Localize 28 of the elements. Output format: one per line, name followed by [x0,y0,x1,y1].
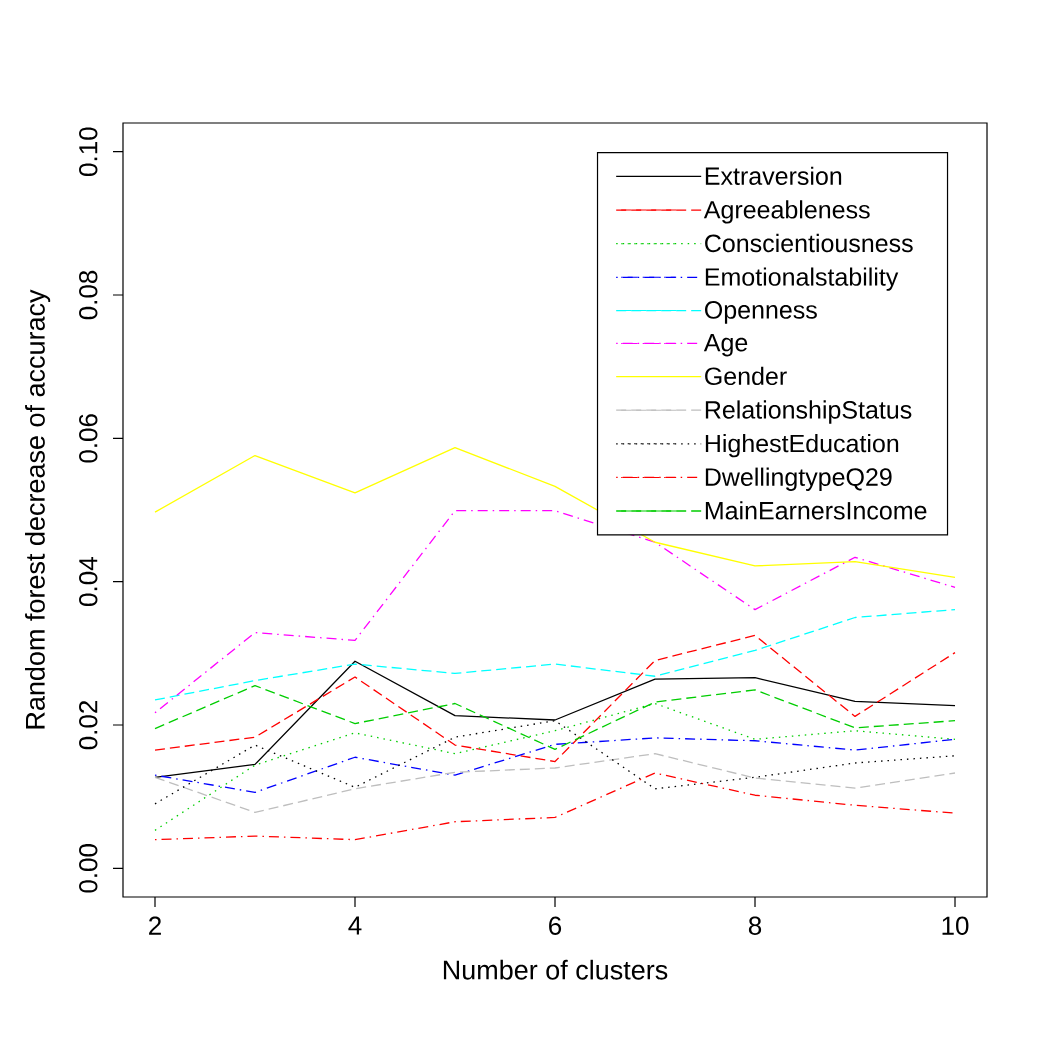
legend-label: Openness [705,301,817,324]
x-tick-label: 2 [149,916,161,935]
y-tick-label: 0.08 [79,270,98,320]
x-tick-label: 6 [549,916,562,935]
legend-label: Conscientiousness [705,233,913,253]
y-tick-label: 0.04 [79,557,98,606]
x-tick-label: 8 [748,916,762,935]
y-tick-label: 0.10 [79,127,98,176]
legend-label: Emotionalstability [705,267,899,291]
y-tick-label: 0.00 [79,844,98,893]
line-series [154,634,956,763]
legend-label: RelationshipStatus [705,400,912,424]
legend-label: Agreeableness [703,200,870,224]
legend-label: DwellingtypeQ29 [705,467,892,491]
legend-label: Extraversion [705,166,842,185]
legend-label: HighestEducation [705,433,899,458]
x-axis-title: Number of clusters [443,959,668,980]
x-tick-label: 4 [348,916,362,935]
line-series [154,608,956,701]
x-tick-label: 10 [942,916,969,935]
legend-label: Gender [705,366,787,386]
y-tick-label: 0.06 [79,414,98,463]
legend-label: MainEarnersIncome [705,501,927,520]
y-axis-title: Random forest decrease of accuracy [25,289,51,729]
legend-label: Age [703,334,748,357]
line-series [154,753,956,814]
line-series [154,772,956,841]
y-tick-label: 0.02 [79,701,98,750]
